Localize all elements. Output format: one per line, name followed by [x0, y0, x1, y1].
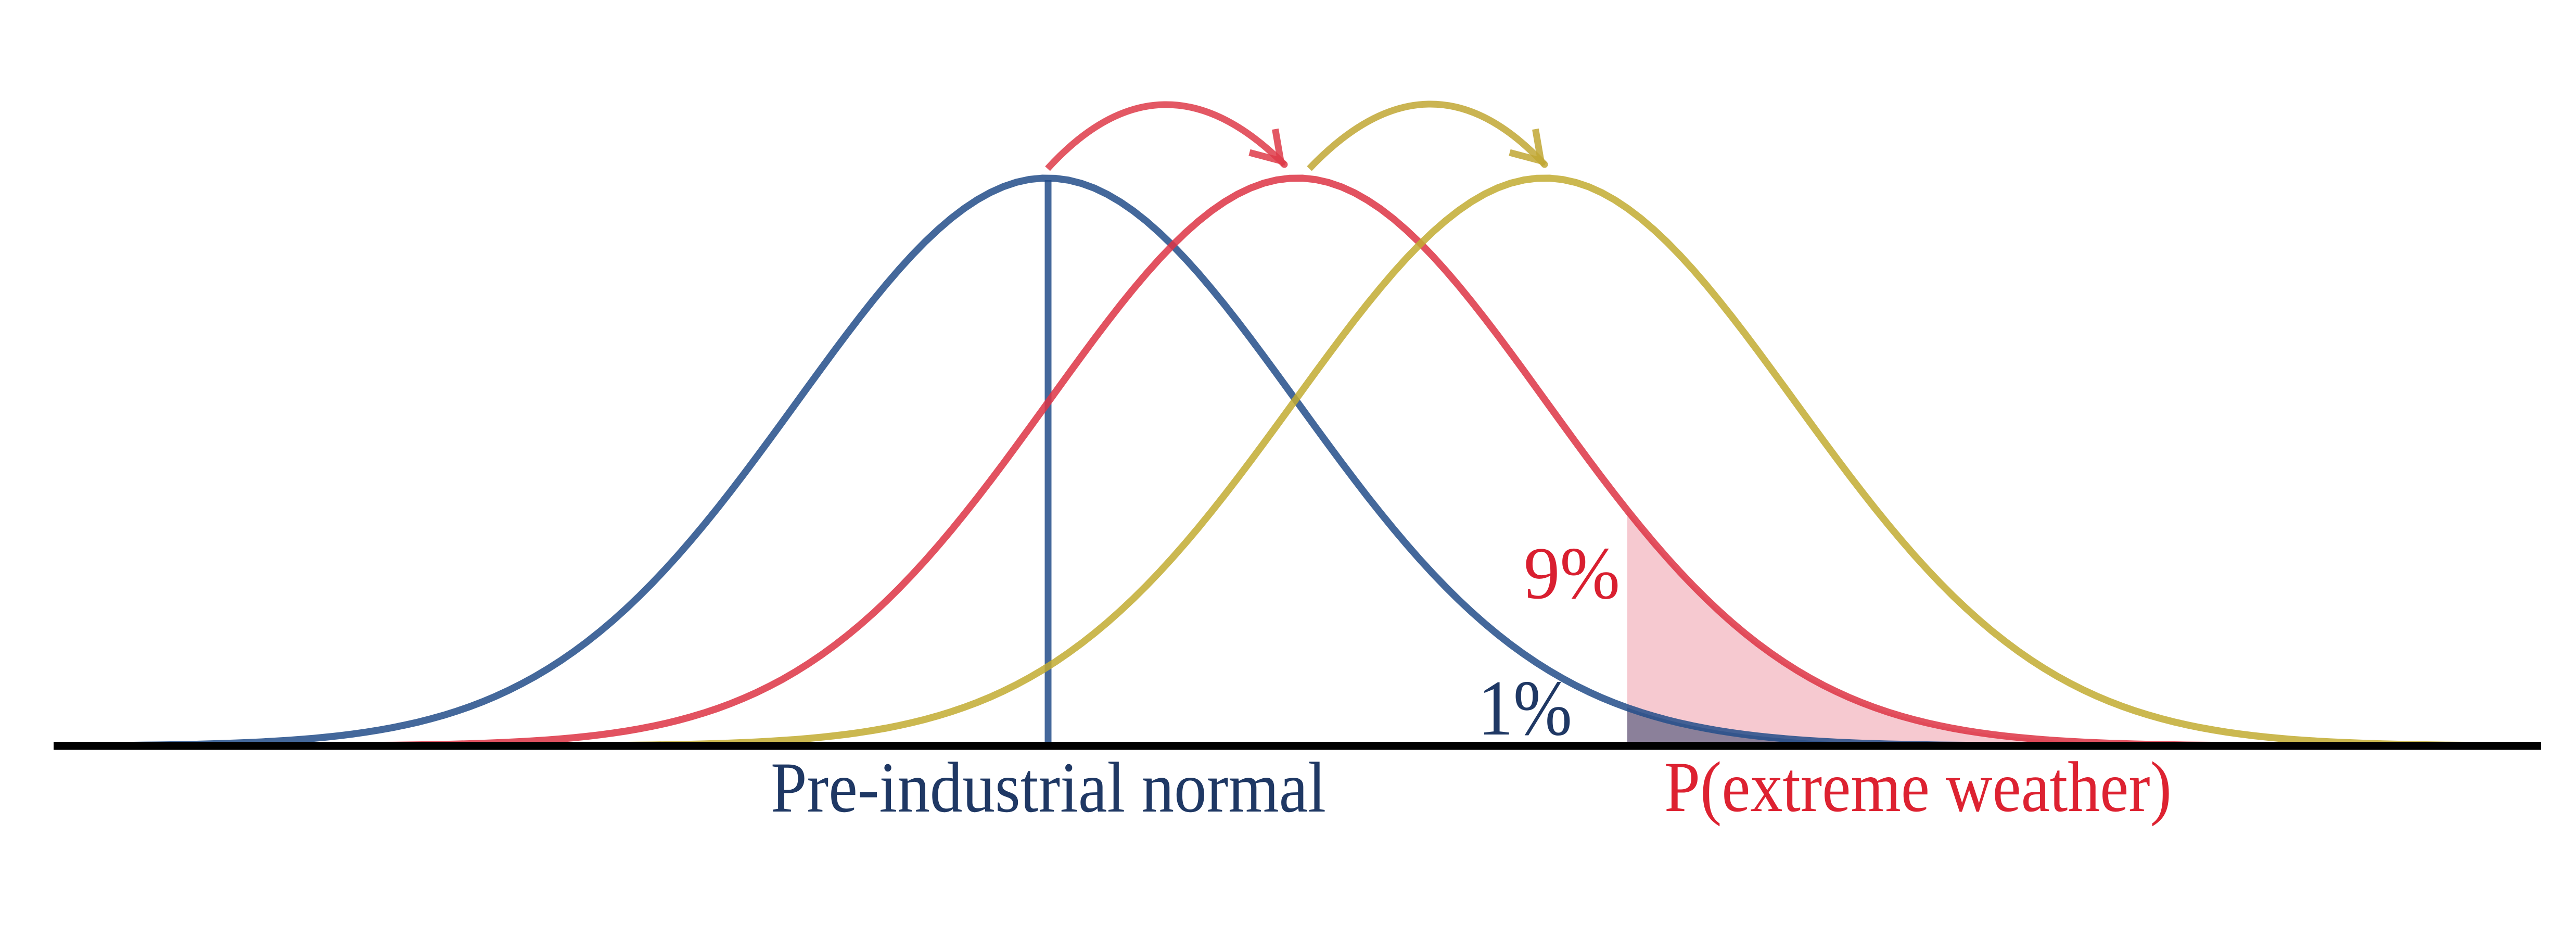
svg-text:1%: 1% [1478, 664, 1572, 752]
svg-text:P(extreme weather): P(extreme weather) [1664, 747, 2172, 827]
svg-text:9%: 9% [1524, 532, 1620, 614]
svg-text:Pre-industrial normal: Pre-industrial normal [771, 748, 1326, 827]
